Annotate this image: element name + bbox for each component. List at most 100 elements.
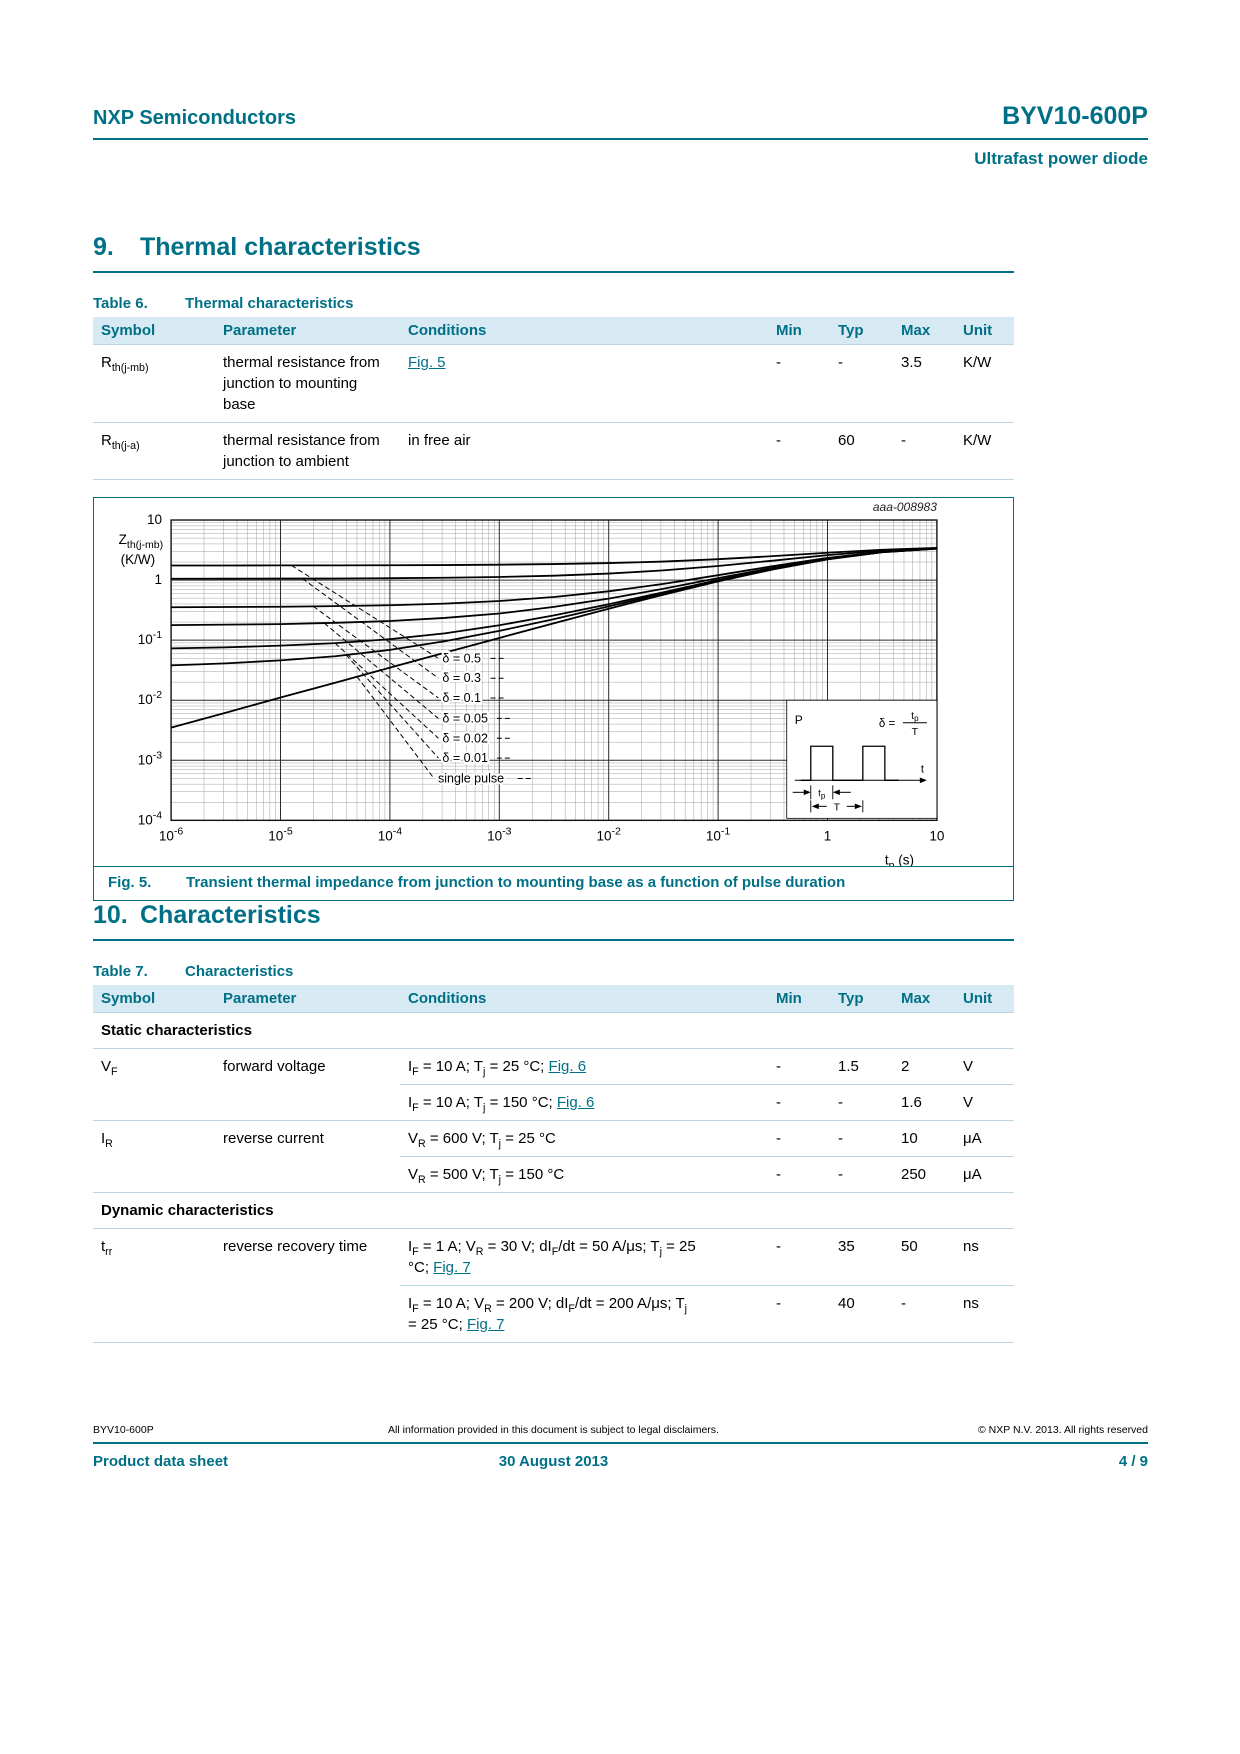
table-header-row: Symbol Parameter Conditions Min Typ Max … (93, 984, 1014, 1013)
x-tick-label: 10-6 (159, 825, 184, 843)
column-header-min: Min (768, 984, 830, 1013)
impedance-curve (170, 547, 937, 729)
min-cell: - (768, 1156, 830, 1193)
figure-watermark: aaa-008983 (873, 500, 937, 514)
table-row: VF forward voltage IF = 10 A; Tj = 25 °C… (93, 1048, 1014, 1121)
figure-5-caption-label: Fig. 5. (108, 874, 152, 892)
unit-cell: ns (955, 1228, 1014, 1286)
parameter-cell: reverse recovery time (215, 1228, 400, 1343)
transient-thermal-impedance-chart: δ = 0.5 δ = 0.3 δ = 0.1 δ = 0.05 δ = 0.02 δ =… (119, 500, 945, 866)
figure-link[interactable]: Fig. 5 (408, 353, 446, 371)
svg-text:δ =: δ = (879, 718, 896, 730)
table-row: IF = 10 A; VR = 200 V; dIF/dt = 200 A/μs… (93, 1285, 1014, 1343)
table-7-caption: Table 7. Characteristics (93, 963, 1014, 980)
conditions-cell: in free air (400, 422, 705, 480)
max-cell: 50 (893, 1228, 955, 1286)
table-6-caption-title: Thermal characteristics (185, 294, 354, 312)
footer-disclaimer: All information provided in this documen… (388, 1424, 719, 1436)
part-number: BYV10-600P (1002, 102, 1148, 130)
max-cell: 10 (893, 1120, 955, 1157)
symbol-cell: Rth(j-a) (93, 422, 215, 480)
min-cell: - (768, 422, 830, 480)
table-header-row: Symbol Parameter Conditions Min Typ Max … (93, 316, 1014, 345)
section-10-heading: 10. Characteristics (93, 901, 1014, 930)
table-7-caption-title: Characteristics (185, 962, 294, 980)
impedance-curve (171, 546, 937, 567)
min-cell: - (768, 1120, 830, 1157)
y-tick-label: 10-3 (138, 749, 163, 767)
min-cell: - (768, 1228, 830, 1286)
typ-cell: - (830, 1120, 893, 1157)
curve-label: δ = 0.3 (442, 671, 481, 685)
figure-link[interactable]: Fig. 7 (433, 1258, 471, 1276)
table-6-caption-label: Table 6. (93, 294, 148, 312)
unit-cell: V (955, 1084, 1014, 1121)
footer-disclaimer-row: BYV10-600P All information provided in t… (93, 1424, 1148, 1438)
table-section-row: Dynamic characteristics (93, 1192, 1014, 1229)
y-tick-label: 1 (155, 572, 163, 587)
column-header-max: Max (893, 984, 955, 1013)
figure-link[interactable]: Fig. 6 (556, 1093, 595, 1111)
min-cell: - (768, 1048, 830, 1085)
spacer-cell (705, 1120, 768, 1157)
table-row: IF = 10 A; Tj = 150 °C; Fig. 6 - - 1.6 V (93, 1084, 1014, 1121)
footer-copyright: © NXP N.V. 2013. All rights reserved (978, 1424, 1148, 1436)
table-row: Rth(j-a) thermal resistance from junctio… (93, 422, 1014, 480)
footer-info-row: Product data sheet 30 August 2013 4 / 9 (93, 1453, 1148, 1473)
vendor-name: NXP Semiconductors (93, 107, 297, 129)
document-subtitle: Ultrafast power diode (974, 149, 1148, 168)
label-leader (356, 676, 435, 779)
max-cell: 3.5 (893, 344, 955, 423)
section-label: Static characteristics (93, 1012, 1014, 1049)
typ-cell: - (830, 1084, 893, 1121)
curve-label: δ = 0.5 (442, 651, 481, 665)
conditions-cell: VR = 500 V; Tj = 150 °C (400, 1156, 705, 1193)
y-tick-label: 10-4 (138, 809, 163, 827)
label-leader (291, 564, 439, 659)
label-leader (313, 605, 439, 699)
conditions-cell: IF = 1 A; VR = 30 V; dIF/dt = 50 A/μs; T… (400, 1228, 705, 1286)
y-axis-title: Zth(j-mb) (119, 532, 163, 551)
section-9-heading: 9. Thermal characteristics (93, 233, 1014, 262)
parameter-cell: thermal resistance from junction to ambi… (215, 422, 400, 480)
header-rule (93, 138, 1148, 140)
column-header-unit: Unit (955, 316, 1014, 345)
svg-text:t: t (921, 763, 924, 775)
conditions-cell: VR = 600 V; Tj = 25 °C (400, 1120, 705, 1157)
conditions-cell: IF = 10 A; Tj = 150 °C; Fig. 6 (400, 1084, 705, 1121)
x-tick-label: 10-4 (378, 825, 403, 843)
y-axis-title-units: (K/W) (121, 552, 156, 567)
column-header-min: Min (768, 316, 830, 345)
max-cell: 2 (893, 1048, 955, 1085)
spacer-cell (705, 1156, 768, 1193)
column-header-symbol: Symbol (93, 316, 215, 345)
symbol-cell: Rth(j-mb) (93, 344, 215, 423)
x-axis-title: tp (s) (885, 852, 914, 866)
label-leader (334, 642, 439, 739)
table-7-caption-label: Table 7. (93, 962, 148, 980)
typ-cell: - (830, 344, 893, 423)
label-leader (345, 654, 439, 759)
figure-link[interactable]: Fig. 6 (548, 1057, 587, 1075)
table-row: Rth(j-mb) thermal resistance from juncti… (93, 344, 1014, 423)
column-header-parameter: Parameter (215, 316, 400, 345)
typ-cell: - (830, 1156, 893, 1193)
unit-cell: K/W (955, 422, 1014, 480)
min-cell: - (768, 344, 830, 423)
svg-text:tp: tp (911, 710, 919, 723)
spacer-cell (705, 1084, 768, 1121)
curve-label: δ = 0.1 (442, 691, 481, 705)
figure-link[interactable]: Fig. 7 (466, 1315, 505, 1333)
symbol-cell: VF (93, 1048, 215, 1121)
symbol-cell: trr (93, 1228, 215, 1343)
figure-5-caption: Fig. 5. Transient thermal impedance from … (94, 866, 1013, 900)
typ-cell: 1.5 (830, 1048, 893, 1085)
header-row: NXP Semiconductors BYV10-600P (93, 102, 1148, 131)
section-rule (93, 938, 1014, 941)
footer-part-number: BYV10-600P (93, 1424, 154, 1436)
column-header-max: Max (893, 316, 955, 345)
page-header: NXP Semiconductors BYV10-600P Ultrafast … (93, 102, 1148, 169)
svg-text:tp: tp (818, 788, 826, 800)
footer-doc-type: Product data sheet (93, 1452, 229, 1470)
